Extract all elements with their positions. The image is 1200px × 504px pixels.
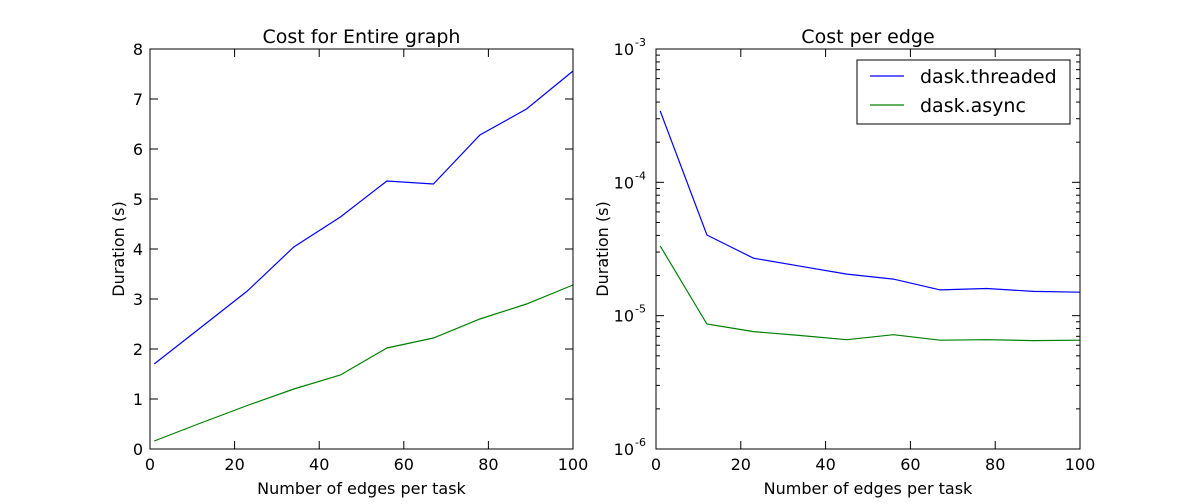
x-tick-label: 40	[309, 455, 329, 474]
y-tick-label: 5	[133, 190, 143, 209]
y-tick-label: 10	[614, 307, 634, 326]
y-axis-label: Duration (s)	[109, 201, 128, 296]
x-axis-label: Number of edges per task	[257, 479, 466, 498]
y-tick-label: 8	[133, 40, 143, 59]
y-tick-label: 1	[133, 390, 143, 409]
y-tick-label-exponent: -6	[635, 436, 646, 449]
series-line-dask-async	[153, 284, 574, 442]
chart-title: Cost for Entire graph	[263, 26, 461, 48]
y-tick-label-exponent: -4	[635, 169, 646, 182]
x-tick-label: 0	[651, 455, 661, 474]
y-tick-label: 7	[133, 90, 143, 109]
y-axis-label: Duration (s)	[593, 201, 612, 296]
chart-title: Cost per edge	[801, 26, 934, 48]
y-tick-label-exponent: -5	[635, 303, 646, 316]
y-tick-label: 0	[133, 440, 143, 459]
y-tick-label: 10	[614, 173, 634, 192]
legend-box	[856, 59, 1071, 125]
x-tick-label: 80	[478, 455, 498, 474]
chart-1: 0 20 40 60 80 100 0 1 2 3 4 5 6 7 8 Cost for Entire gra…	[109, 26, 588, 498]
legend-label: dask.threaded	[920, 66, 1057, 88]
axes-frame	[149, 48, 574, 450]
y-tick-label: 2	[133, 340, 143, 359]
x-tick-label: 0	[145, 455, 155, 474]
y-tick-label: 10	[614, 440, 634, 459]
x-tick-label: 40	[815, 455, 835, 474]
x-tick-label: 60	[900, 455, 920, 474]
y-tick-label: 10	[614, 40, 634, 59]
series-line-dask-async	[659, 245, 1081, 342]
x-axis-label: Number of edges per task	[764, 479, 973, 498]
x-tick-label: 20	[731, 455, 751, 474]
y-tick-label-exponent: -3	[635, 36, 646, 49]
x-tick-label: 60	[394, 455, 414, 474]
legend-label: dask.async	[920, 95, 1026, 117]
legend: dask.threaded dask.async	[856, 59, 1071, 125]
series-line-dask-threaded	[153, 70, 574, 365]
axes-frame	[655, 48, 1081, 450]
y-tick-label: 6	[133, 140, 143, 159]
x-tick-label: 80	[985, 455, 1005, 474]
x-tick-label: 100	[558, 455, 589, 474]
series-line-dask-threaded	[659, 110, 1081, 293]
x-tick-label: 20	[224, 455, 244, 474]
y-tick-label: 3	[133, 290, 143, 309]
y-tick-label: 4	[133, 240, 143, 259]
x-tick-label: 100	[1065, 455, 1096, 474]
